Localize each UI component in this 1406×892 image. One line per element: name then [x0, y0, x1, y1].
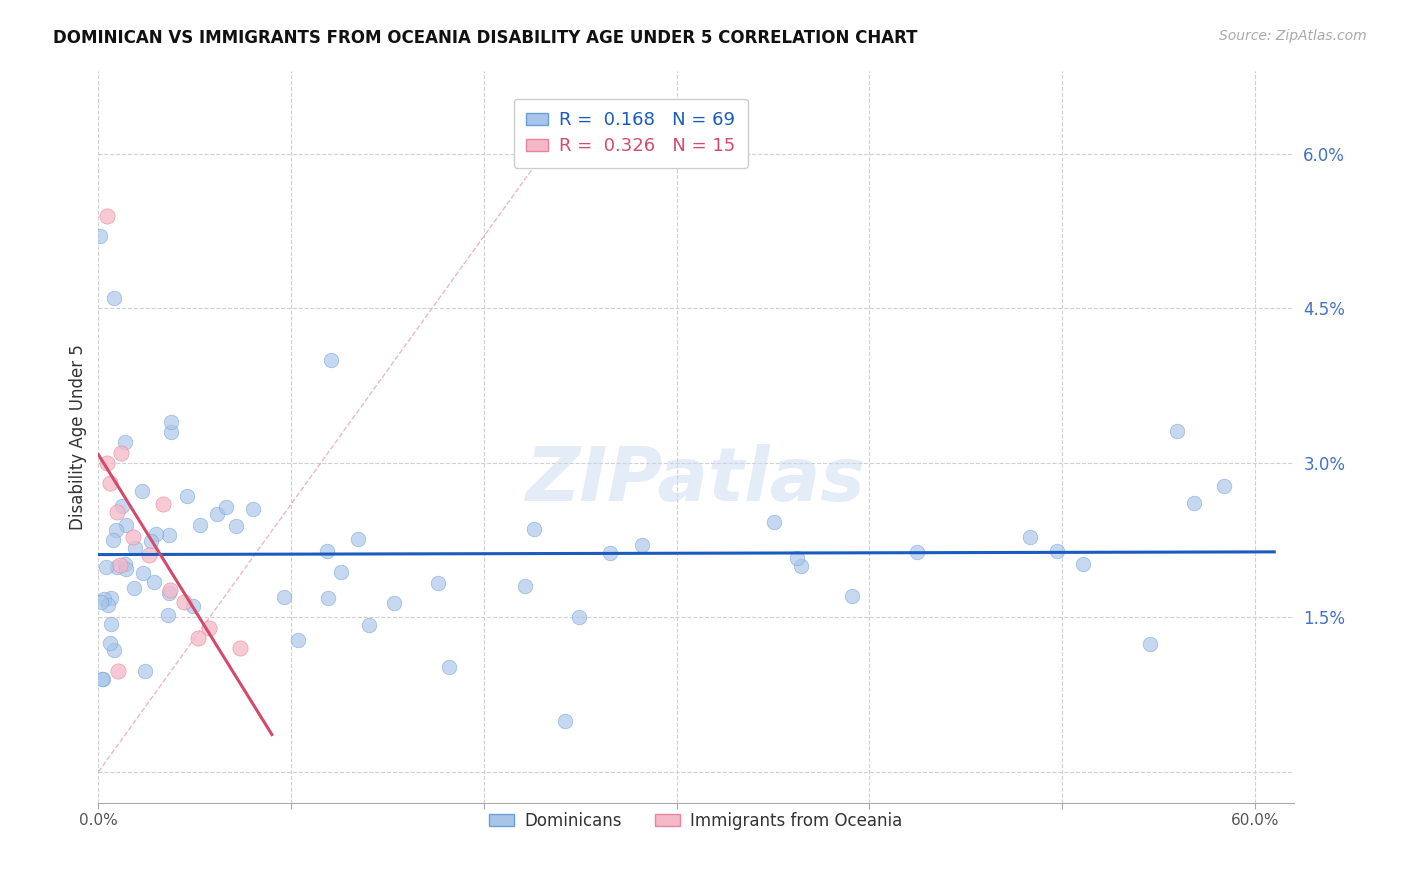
Point	[287, 632, 309, 647]
Point	[762, 515, 785, 529]
Point	[156, 608, 179, 623]
Point	[110, 445, 132, 459]
Text: ZIPatlas: ZIPatlas	[526, 444, 866, 517]
Point	[91, 672, 114, 686]
Point	[134, 664, 156, 678]
Point	[215, 500, 238, 514]
Point	[90, 595, 112, 609]
Point	[91, 673, 114, 687]
Point	[122, 581, 145, 595]
Point	[159, 582, 181, 597]
Point	[100, 617, 122, 632]
Point	[145, 526, 167, 541]
Point	[114, 435, 136, 450]
Point	[152, 497, 174, 511]
Point	[554, 714, 576, 728]
Point	[160, 425, 183, 439]
Point	[225, 519, 247, 533]
Point	[138, 548, 160, 562]
Point	[96, 559, 118, 574]
Point	[523, 522, 546, 536]
Point	[124, 541, 146, 556]
Point	[1182, 496, 1205, 510]
Point	[841, 590, 863, 604]
Point	[173, 595, 195, 609]
Point	[89, 229, 111, 244]
Point	[437, 660, 460, 674]
Point	[568, 610, 591, 624]
Point	[198, 621, 221, 635]
Y-axis label: Disability Age Under 5: Disability Age Under 5	[69, 344, 87, 530]
Point	[105, 560, 128, 574]
Point	[229, 641, 252, 656]
Point	[242, 501, 264, 516]
Point	[347, 532, 370, 546]
Point	[107, 505, 129, 519]
Point	[319, 352, 342, 367]
Point	[132, 566, 155, 580]
Point	[786, 550, 808, 565]
Legend: Dominicans, Immigrants from Oceania: Dominicans, Immigrants from Oceania	[481, 804, 911, 838]
Point	[108, 558, 131, 573]
Point	[1139, 637, 1161, 651]
Point	[114, 557, 136, 571]
Point	[1071, 557, 1094, 571]
Point	[183, 599, 205, 613]
Point	[513, 579, 536, 593]
Point	[176, 489, 198, 503]
Point	[131, 484, 153, 499]
Point	[143, 574, 166, 589]
Point	[98, 635, 121, 649]
Point	[426, 575, 449, 590]
Point	[100, 591, 122, 606]
Point	[157, 528, 180, 542]
Point	[101, 533, 124, 547]
Point	[139, 534, 162, 549]
Text: DOMINICAN VS IMMIGRANTS FROM OCEANIA DISABILITY AGE UNDER 5 CORRELATION CHART: DOMINICAN VS IMMIGRANTS FROM OCEANIA DIS…	[53, 29, 918, 46]
Point	[187, 631, 209, 645]
Point	[97, 598, 120, 612]
Point	[159, 415, 181, 429]
Point	[103, 642, 125, 657]
Point	[107, 664, 129, 678]
Point	[115, 517, 138, 532]
Point	[103, 291, 125, 305]
Point	[905, 545, 928, 559]
Point	[188, 517, 211, 532]
Point	[1166, 424, 1188, 438]
Point	[316, 591, 339, 606]
Point	[205, 508, 228, 522]
Point	[1046, 544, 1069, 558]
Point	[357, 617, 380, 632]
Point	[122, 530, 145, 544]
Point	[330, 565, 353, 579]
Point	[789, 558, 811, 573]
Point	[157, 586, 180, 600]
Point	[599, 546, 621, 560]
Point	[1018, 530, 1040, 544]
Point	[93, 592, 115, 607]
Point	[273, 591, 295, 605]
Point	[631, 538, 654, 552]
Point	[1213, 479, 1236, 493]
Point	[96, 456, 118, 470]
Point	[104, 523, 127, 537]
Point	[115, 562, 138, 576]
Point	[110, 500, 132, 514]
Point	[382, 596, 405, 610]
Point	[96, 209, 118, 223]
Text: Source: ZipAtlas.com: Source: ZipAtlas.com	[1219, 29, 1367, 43]
Point	[316, 543, 339, 558]
Point	[98, 476, 121, 491]
